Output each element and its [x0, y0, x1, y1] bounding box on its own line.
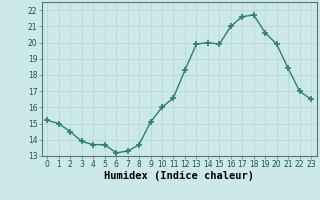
X-axis label: Humidex (Indice chaleur): Humidex (Indice chaleur)	[104, 171, 254, 181]
